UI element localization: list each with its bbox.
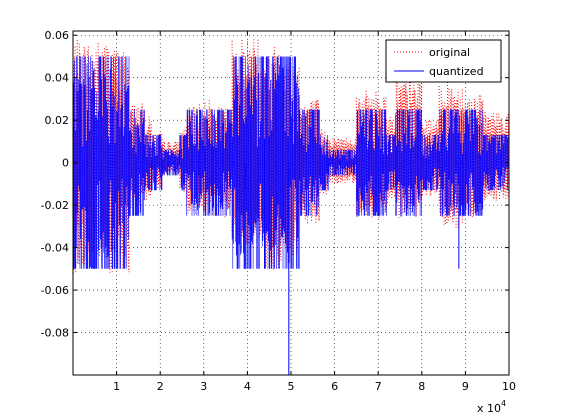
x-tick-label: 10 (502, 380, 516, 393)
x-tick-label: 6 (331, 380, 338, 393)
y-tick-label: -0.02 (41, 199, 69, 212)
x-tick-label: 2 (157, 380, 164, 393)
x-tick-label: 7 (375, 380, 382, 393)
y-tick-label: 0 (62, 157, 69, 170)
x-tick-label: 9 (462, 380, 469, 393)
tick-marks (73, 31, 510, 375)
y-tick-label: -0.08 (41, 327, 69, 340)
x-multiplier-base: x 10 (477, 402, 501, 415)
series-layer (73, 39, 509, 375)
x-tick-labels: 1 2 3 4 5 6 7 8 9 10 (113, 380, 516, 393)
legend-label-original: original (429, 46, 470, 59)
x-multiplier-exponent: 4 (501, 399, 506, 408)
legend-label-quantized: quantized (429, 65, 484, 78)
y-tick-label: 0.02 (45, 114, 70, 127)
x-tick-label: 1 (113, 380, 120, 393)
y-tick-label: 0.06 (45, 29, 70, 42)
x-multiplier-label: x 104 (477, 399, 506, 415)
x-tick-label: 8 (418, 380, 425, 393)
y-tick-label: 0.04 (45, 72, 70, 85)
y-tick-label: -0.04 (41, 242, 69, 255)
series-quantized (73, 56, 509, 375)
x-tick-label: 5 (288, 380, 295, 393)
x-tick-label: 4 (244, 380, 251, 393)
series-line-quantized (73, 56, 509, 269)
x-tick-label: 3 (200, 380, 207, 393)
legend: original quantized (385, 39, 502, 83)
y-tick-labels: 0.06 0.04 0.02 0 -0.02 -0.04 -0.06 -0.08 (41, 29, 69, 339)
legend-box (385, 39, 502, 83)
y-tick-label: -0.06 (41, 284, 69, 297)
